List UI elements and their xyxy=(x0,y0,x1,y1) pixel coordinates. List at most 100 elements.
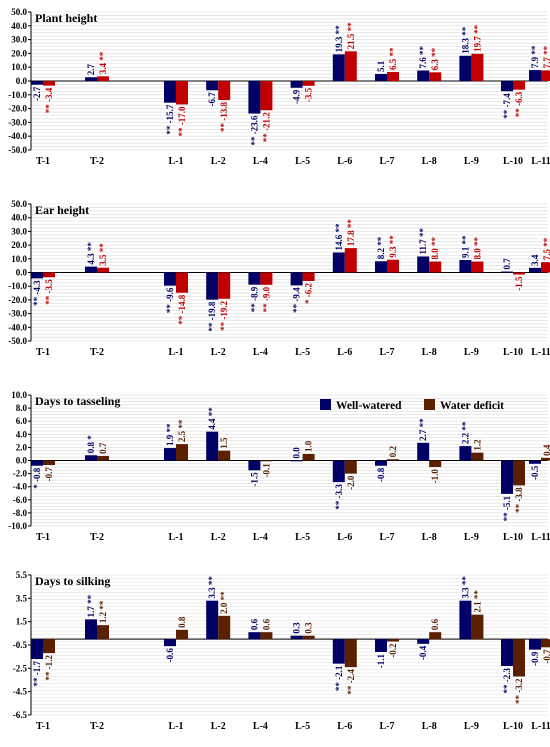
panel-title: Plant height xyxy=(35,11,97,25)
data-label: -4.9 xyxy=(292,89,302,104)
bar-water-deficit xyxy=(387,259,399,273)
category-label: T-1 xyxy=(36,532,50,543)
y-tick-label: 5.5 xyxy=(16,570,28,580)
bar-water-deficit xyxy=(260,460,273,462)
bar-water-deficit xyxy=(387,459,399,461)
data-label: -0.4 xyxy=(418,645,428,660)
bar-well-watered xyxy=(290,635,303,640)
data-label: 7.5 ** xyxy=(542,237,550,260)
data-label: * -0.8 xyxy=(32,467,42,488)
data-label: 8.0 ** xyxy=(472,237,482,260)
bar-well-watered xyxy=(529,267,541,273)
data-label: 0.4 xyxy=(542,444,550,456)
y-tick-label: 1.5 xyxy=(16,617,28,627)
bar-well-watered xyxy=(164,639,176,647)
category-label: L-7 xyxy=(380,156,395,167)
bar-well-watered xyxy=(417,256,430,273)
bar-well-watered xyxy=(375,73,387,81)
y-tick-label: -10.0 xyxy=(8,90,27,100)
bar-water-deficit xyxy=(471,53,484,81)
bar-water-deficit xyxy=(97,625,109,640)
y-tick-label: 6.0 xyxy=(16,416,28,426)
data-label: 18.3 ** xyxy=(460,26,470,54)
bar-water-deficit xyxy=(513,81,525,90)
bar-well-watered xyxy=(501,81,513,92)
data-label: ** -2.4 xyxy=(346,669,356,695)
bar-water-deficit xyxy=(302,453,315,461)
data-label: ** -6.3 xyxy=(514,91,524,117)
data-label: ** -3.5 xyxy=(44,279,54,305)
data-label: 2.2 ** xyxy=(460,421,470,444)
data-label: ** -9.4 xyxy=(292,287,302,313)
category-label: L-5 xyxy=(295,532,310,543)
category-label: L-11 xyxy=(531,721,550,732)
category-label: L-5 xyxy=(295,347,310,358)
bar-well-watered xyxy=(290,272,303,286)
data-label: 1.2 xyxy=(472,439,482,451)
legend-swatch xyxy=(320,399,331,410)
bar-water-deficit xyxy=(471,261,484,273)
category-label: L-7 xyxy=(380,532,395,543)
bar-water-deficit xyxy=(218,272,231,299)
bar-well-watered xyxy=(85,266,97,273)
bar-well-watered xyxy=(375,639,387,652)
y-tick-label: 20.0 xyxy=(11,240,27,250)
data-label: ** -7.4 xyxy=(502,93,512,119)
data-label: 1.5 xyxy=(219,437,229,449)
data-label: 0.3 xyxy=(304,622,314,634)
data-label: 6.3 ** xyxy=(430,47,440,70)
y-tick-label: 3.5 xyxy=(16,593,28,603)
y-tick-label: -20.0 xyxy=(8,295,27,305)
bar-well-watered xyxy=(375,460,387,466)
legend-label: Water deficit xyxy=(440,400,504,412)
data-label: 0.2 xyxy=(388,445,398,457)
y-tick-label: 8.0 xyxy=(16,403,28,413)
category-label: L-2 xyxy=(211,532,226,543)
category-label: L-1 xyxy=(169,347,184,358)
y-tick-label: 0.0 xyxy=(16,456,28,466)
data-label: -0.7 xyxy=(44,467,54,482)
data-label: 1.2 ** xyxy=(98,600,108,623)
bar-well-watered xyxy=(459,446,472,461)
y-tick-label: 0.0 xyxy=(16,76,28,86)
y-tick-label: -20.0 xyxy=(8,104,27,114)
data-label: ** -2.1 xyxy=(334,665,344,691)
category-label: T-1 xyxy=(36,347,50,358)
panel-title: Days to tasseling xyxy=(35,394,120,408)
bar-water-deficit xyxy=(97,267,109,273)
data-label: 19.7 ** xyxy=(472,24,482,52)
bar-water-deficit xyxy=(344,460,357,474)
data-label: ** -21.2 xyxy=(261,112,271,142)
data-label: -0.5 xyxy=(530,465,540,480)
category-label: T-1 xyxy=(36,156,50,167)
bar-well-watered xyxy=(248,632,261,640)
data-label: 0.6 xyxy=(261,618,271,630)
bar-well-watered xyxy=(459,55,472,81)
category-label: L-8 xyxy=(422,532,437,543)
data-label: -0.9 xyxy=(530,651,540,666)
bar-well-watered xyxy=(417,70,430,81)
data-label: -0.2 xyxy=(388,643,398,658)
bar-well-watered xyxy=(529,70,541,81)
y-tick-label: -40.0 xyxy=(8,131,27,141)
y-tick-label: -30.0 xyxy=(8,117,27,127)
bar-water-deficit xyxy=(429,460,442,468)
data-label: ** -15.7 xyxy=(165,104,175,134)
y-tick-label: -6.5 xyxy=(13,710,28,720)
y-tick-label: -40.0 xyxy=(8,322,27,332)
data-label: 0.7 xyxy=(502,258,512,270)
data-label: 7.7 ** xyxy=(542,45,550,68)
bar-water-deficit xyxy=(218,450,231,461)
bar-well-watered xyxy=(164,448,176,461)
data-label: -0.7 xyxy=(542,649,550,664)
data-label: ** -17.0 xyxy=(177,106,187,136)
bar-well-watered xyxy=(206,81,219,91)
category-label: L-1 xyxy=(169,156,184,167)
category-label: L-9 xyxy=(464,532,479,543)
y-tick-label: 4.0 xyxy=(16,429,28,439)
data-label: 4.4 ** xyxy=(207,407,217,430)
data-label: -3.5 xyxy=(304,87,314,102)
data-label: ** -9.6 xyxy=(165,287,175,313)
bar-well-watered xyxy=(529,639,541,650)
category-label: L-8 xyxy=(422,156,437,167)
